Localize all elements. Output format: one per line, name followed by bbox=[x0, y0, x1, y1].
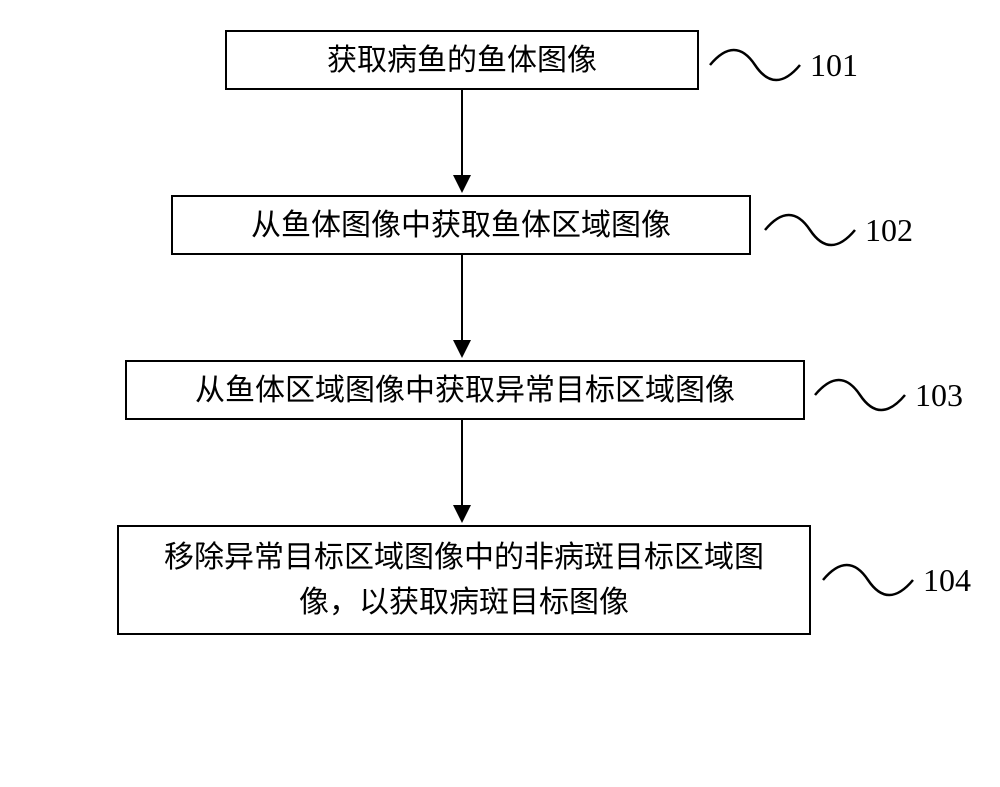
label-text-3: 103 bbox=[915, 377, 963, 414]
arrow-icon bbox=[447, 255, 477, 360]
step-text-3: 从鱼体区域图像中获取异常目标区域图像 bbox=[195, 368, 735, 413]
step-box-1: 获取病鱼的鱼体图像 bbox=[225, 30, 699, 90]
step-box-3: 从鱼体区域图像中获取异常目标区域图像 bbox=[125, 360, 805, 420]
flowchart-container: 获取病鱼的鱼体图像 从鱼体图像中获取鱼体区域图像 从鱼体区域图像中获取异常目标区… bbox=[85, 30, 915, 635]
arrow-1-2 bbox=[85, 90, 839, 195]
step-label-1: 101 bbox=[705, 30, 858, 100]
step-label-4: 104 bbox=[818, 545, 971, 615]
step-box-4: 移除异常目标区域图像中的非病斑目标区域图像，以获取病斑目标图像 bbox=[117, 525, 811, 635]
step-box-2: 从鱼体图像中获取鱼体区域图像 bbox=[171, 195, 751, 255]
arrow-3-4 bbox=[85, 420, 839, 525]
step-text-1: 获取病鱼的鱼体图像 bbox=[327, 38, 597, 83]
arrow-icon bbox=[447, 90, 477, 195]
connector-curve-icon bbox=[818, 545, 918, 615]
connector-curve-icon bbox=[705, 30, 805, 100]
connector-curve-icon bbox=[810, 360, 910, 430]
connector-curve-icon bbox=[760, 195, 860, 265]
arrow-icon bbox=[447, 420, 477, 525]
step-text-4: 移除异常目标区域图像中的非病斑目标区域图像，以获取病斑目标图像 bbox=[139, 535, 789, 625]
step-text-2: 从鱼体图像中获取鱼体区域图像 bbox=[251, 203, 671, 248]
label-text-4: 104 bbox=[923, 562, 971, 599]
step-label-2: 102 bbox=[760, 195, 913, 265]
arrow-2-3 bbox=[85, 255, 839, 360]
label-text-2: 102 bbox=[865, 212, 913, 249]
step-label-3: 103 bbox=[810, 360, 963, 430]
label-text-1: 101 bbox=[810, 47, 858, 84]
